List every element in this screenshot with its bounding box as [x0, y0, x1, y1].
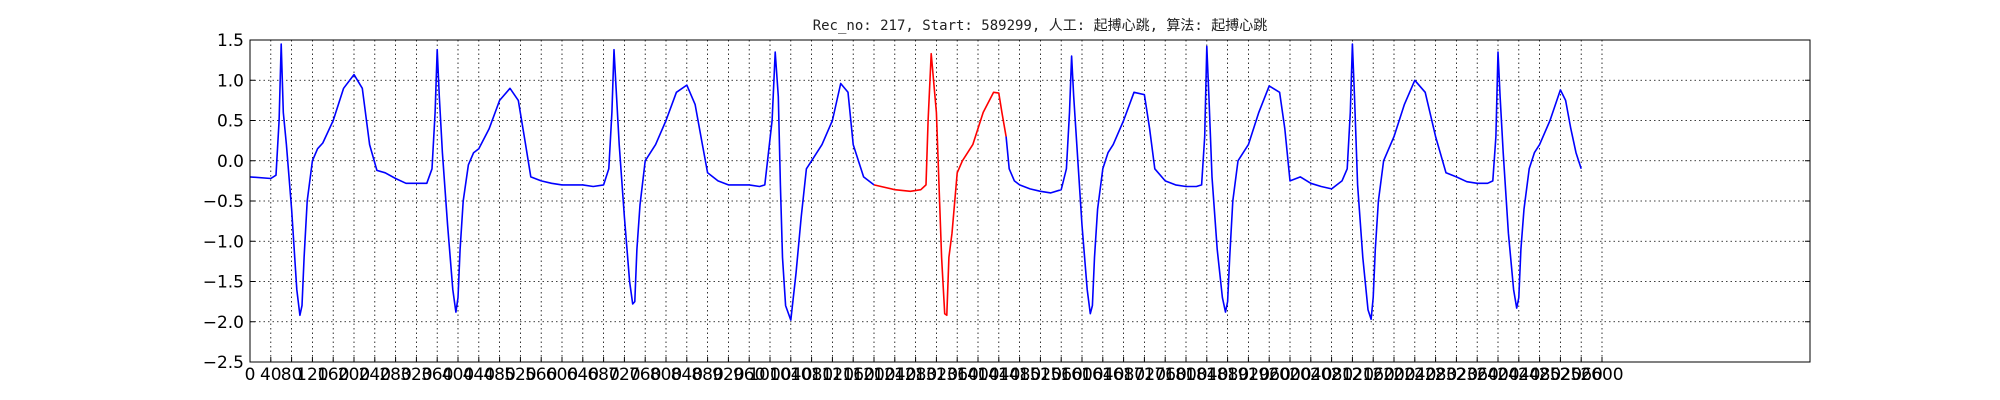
- x-tick-label: 1760: [1144, 365, 1187, 385]
- x-tick-label: 1880: [1206, 365, 1249, 385]
- x-tick-label: 2200: [1372, 365, 1415, 385]
- x-tick-label: 960: [733, 365, 765, 385]
- x-tick-label: 600: [546, 365, 578, 385]
- x-tick-label: 520: [504, 365, 536, 385]
- x-tick-label: 2400: [1476, 365, 1519, 385]
- series-line-2: [873, 52, 1007, 317]
- x-tick-label: 2040: [1289, 365, 1332, 385]
- grid-lines: [249, 39, 1810, 363]
- x-tick-label: 160: [317, 365, 349, 385]
- x-axis-ticks: 0 40 8012016020024028032036040044048052056…: [245, 357, 1624, 385]
- x-tick-label: 360: [421, 365, 453, 385]
- y-axis-ticks: −2.5 −2.0 −1.5 −1.0 −0.5 0.0 0.5 1.0 1.5: [203, 31, 1810, 373]
- x-tick-label: 0: [245, 365, 256, 385]
- x-tick-label: 280: [379, 365, 411, 385]
- x-tick-label: 840: [671, 365, 703, 385]
- y-tick-label: 1.5: [217, 31, 244, 51]
- series-group: [249, 43, 1582, 321]
- y-tick-label: 0.0: [217, 152, 244, 172]
- x-tick-label: 2600: [1580, 365, 1623, 385]
- x-tick-label: 1600: [1060, 365, 1103, 385]
- x-tick-label: 880: [691, 365, 723, 385]
- x-tick-label: 240: [359, 365, 391, 385]
- x-tick-label: 1040: [769, 365, 812, 385]
- x-tick-label: 2120: [1331, 365, 1374, 385]
- x-tick-label: 2440: [1497, 365, 1540, 385]
- x-tick-label: 200: [338, 365, 370, 385]
- x-tick-label: 1640: [1081, 365, 1124, 385]
- x-tick-label: 440: [463, 365, 495, 385]
- x-tick-label: 2520: [1539, 365, 1582, 385]
- x-tick-label: 1560: [1040, 365, 1083, 385]
- x-tick-label: 1080: [790, 365, 833, 385]
- x-tick-label: 120: [296, 365, 328, 385]
- x-tick-label: 2240: [1393, 365, 1436, 385]
- series-line-3: [1005, 43, 1582, 321]
- x-tick-label: 1160: [832, 365, 875, 385]
- x-tick-label: 2160: [1352, 365, 1395, 385]
- x-tick-label: 1440: [977, 365, 1020, 385]
- series-line-1: [249, 43, 875, 321]
- x-tick-label: 1120: [811, 365, 854, 385]
- x-tick-label: 2480: [1518, 365, 1561, 385]
- x-tick-label: 320: [400, 365, 432, 385]
- x-tick-label: 640: [567, 365, 599, 385]
- x-tick-label: 1920: [1227, 365, 1270, 385]
- x-tick-label: 80: [281, 365, 303, 385]
- x-tick-label: 1400: [956, 365, 999, 385]
- y-tick-label: −1.0: [203, 232, 244, 252]
- x-tick-label: 40: [260, 365, 282, 385]
- x-tick-label: 680: [587, 365, 619, 385]
- x-tick-label: 2360: [1456, 365, 1499, 385]
- y-tick-label: −0.5: [203, 192, 244, 212]
- x-tick-label: 1680: [1102, 365, 1145, 385]
- x-tick-label: 1720: [1123, 365, 1166, 385]
- x-tick-label: 720: [608, 365, 640, 385]
- x-tick-label: 1240: [873, 365, 916, 385]
- y-tick-label: 1.0: [217, 71, 244, 91]
- x-tick-label: 480: [483, 365, 515, 385]
- x-tick-label: 1840: [1185, 365, 1228, 385]
- x-tick-label: 1200: [852, 365, 895, 385]
- x-tick-label: 1280: [894, 365, 937, 385]
- y-tick-label: −2.0: [203, 313, 244, 333]
- x-tick-label: 1320: [915, 365, 958, 385]
- x-tick-label: 920: [712, 365, 744, 385]
- x-tick-label: 800: [650, 365, 682, 385]
- x-tick-label: 760: [629, 365, 661, 385]
- x-tick-label: 2560: [1560, 365, 1603, 385]
- x-tick-label: 2280: [1414, 365, 1457, 385]
- x-tick-label: 1520: [1019, 365, 1062, 385]
- y-tick-label: 0.5: [217, 112, 244, 132]
- x-tick-label: 2000: [1268, 365, 1311, 385]
- x-tick-label: 1800: [1164, 365, 1207, 385]
- x-tick-label: 2320: [1435, 365, 1478, 385]
- x-tick-label: 1000: [748, 365, 791, 385]
- x-tick-label: 1960: [1248, 365, 1291, 385]
- x-tick-label: 1360: [936, 365, 979, 385]
- y-tick-label: −1.5: [203, 273, 244, 293]
- x-tick-label: 2080: [1310, 365, 1353, 385]
- x-tick-label: 1480: [998, 365, 1041, 385]
- y-tick-label: −2.5: [203, 353, 244, 373]
- x-tick-label: 560: [525, 365, 557, 385]
- x-tick-label: 400: [442, 365, 474, 385]
- chart-title: Rec_no: 217, Start: 589299, 人工: 起搏心跳, 算法…: [813, 17, 1268, 34]
